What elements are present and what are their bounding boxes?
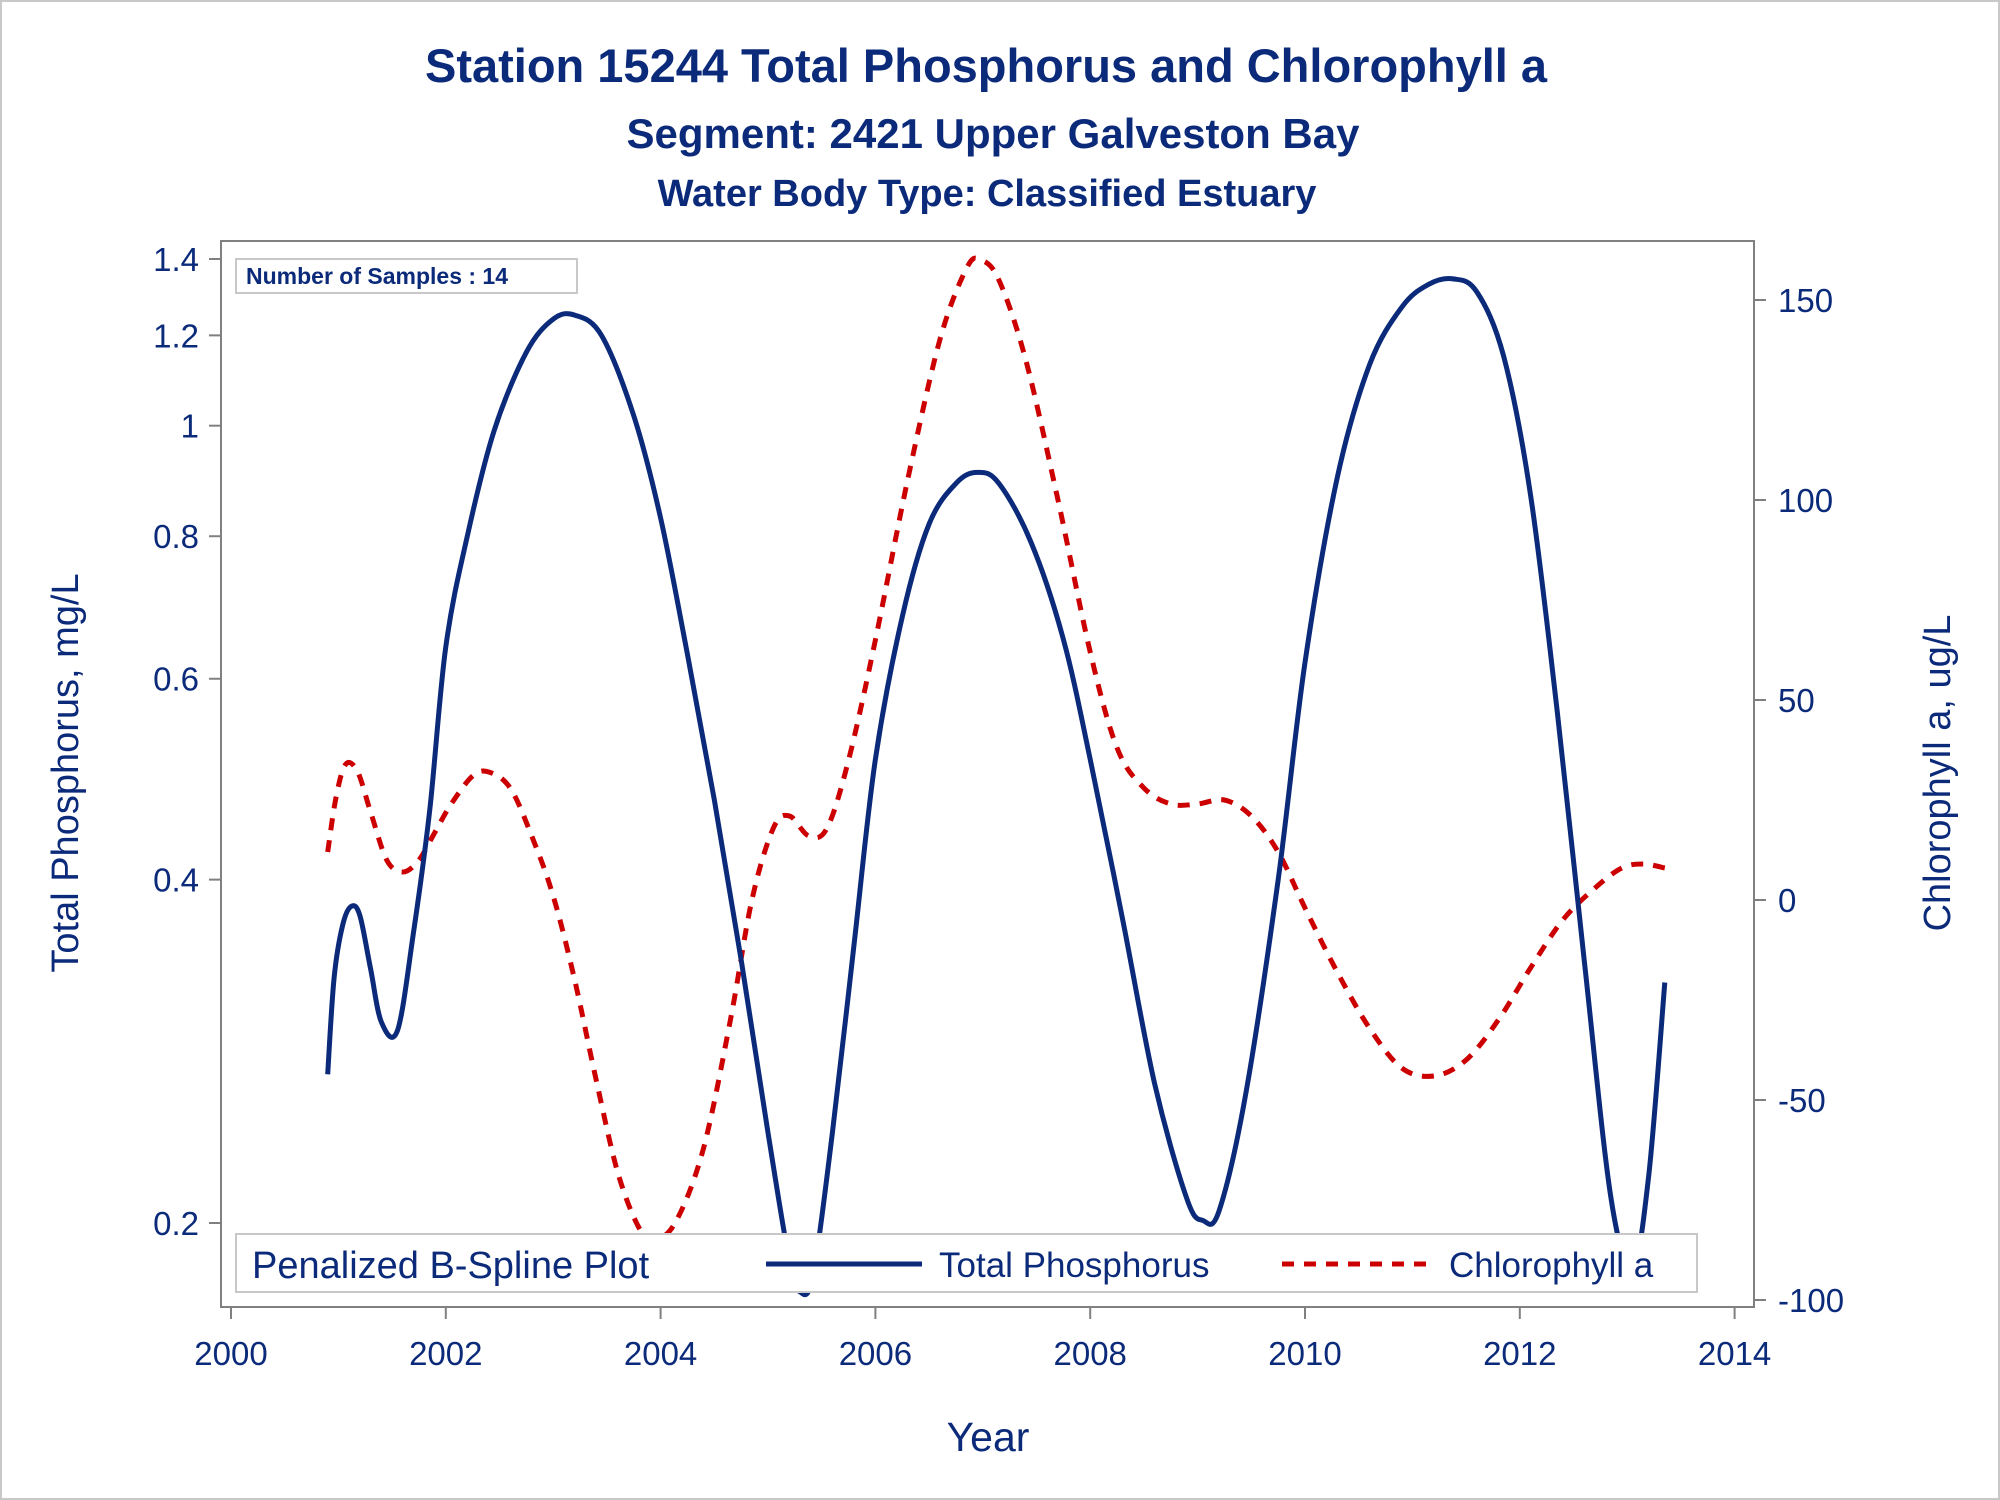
chart-subtitle: Segment: 2421 Upper Galveston Bay: [627, 110, 1361, 157]
x-tick-label: 2006: [839, 1335, 912, 1372]
plot-area-frame: [220, 240, 1755, 1308]
total-phosphorus-series-line: [325, 276, 1668, 1298]
x-axis-label: Year: [947, 1414, 1030, 1460]
y-tick-label: 1.4: [153, 241, 199, 278]
y-axis-label-right: Chlorophyll a, ug/L: [1917, 615, 1959, 932]
x-tick-label: 2000: [194, 1335, 267, 1372]
y2-tick-label: 150: [1778, 282, 1833, 319]
y-axis-label-left: Total Phosphorus, mg/L: [45, 573, 87, 972]
legend-box: [235, 1233, 1698, 1293]
x-tick-label: 2010: [1268, 1335, 1341, 1372]
chlorophyll-a-series-line: [325, 255, 1666, 1243]
x-tick-label: 2014: [1698, 1335, 1771, 1372]
y2-tick-label: -100: [1778, 1282, 1844, 1319]
y-tick-label: 0.4: [153, 862, 199, 899]
legend-label-chlorophyll-a: Chlorophyll a: [1449, 1246, 1654, 1285]
plot-clip-group: [325, 255, 1668, 1298]
y-axis-right: -100 -50 0 50 100 150: [1754, 282, 1844, 1319]
sample-count-annotation: Number of Samples : 14: [235, 258, 578, 294]
y-axis-left: 0.2 0.4 0.6 0.8 1 1.2 1.4: [153, 241, 221, 1242]
y-tick-label: 1.2: [153, 317, 199, 354]
legend-label-total-phosphorus: Total Phosphorus: [939, 1246, 1209, 1285]
x-axis: 2000 2002 2004 2006 2008 2010 2012 2014: [194, 1307, 1771, 1372]
annotation-box: [235, 258, 578, 294]
legend-title: Penalized B-Spline Plot: [252, 1245, 650, 1287]
y2-tick-label: -50: [1778, 1082, 1826, 1119]
y-tick-label: 0.6: [153, 661, 199, 698]
x-tick-label: 2012: [1483, 1335, 1556, 1372]
x-tick-label: 2008: [1053, 1335, 1126, 1372]
y-tick-label: 1: [181, 408, 199, 445]
annotation-text: Number of Samples : 14: [246, 263, 508, 289]
x-tick-label: 2004: [624, 1335, 697, 1372]
legend: Penalized B-Spline Plot Total Phosphorus…: [235, 1233, 1698, 1293]
chart-title: Station 15244 Total Phosphorus and Chlor…: [425, 39, 1548, 92]
y2-tick-label: 50: [1778, 682, 1815, 719]
x-tick-label: 2002: [409, 1335, 482, 1372]
y2-tick-label: 0: [1778, 882, 1796, 919]
y-tick-label: 0.8: [153, 518, 199, 555]
y-tick-label: 0.2: [153, 1205, 199, 1242]
y2-tick-label: 100: [1778, 482, 1833, 519]
chart-subtitle-water-body: Water Body Type: Classified Estuary: [658, 173, 1317, 215]
